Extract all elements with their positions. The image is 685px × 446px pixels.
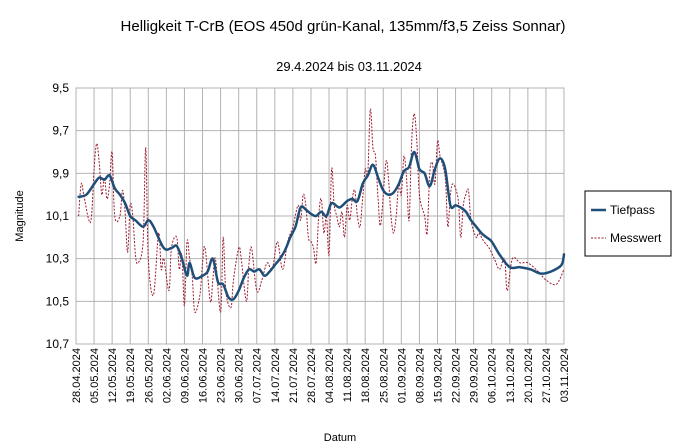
chart-subtitle: 29.4.2024 bis 03.11.2024: [276, 59, 422, 74]
y-tick-label: 10,7: [46, 337, 70, 351]
y-axis-title: Magnitude: [14, 190, 26, 241]
x-tick-label: 18.08.2024: [360, 348, 372, 403]
x-tick-label: 06.10.2024: [487, 348, 499, 403]
x-tick-label: 14.07.2024: [270, 348, 282, 403]
x-tick-label: 28.04.2024: [71, 348, 83, 403]
x-tick-label: 25.08.2024: [378, 348, 390, 403]
x-tick-label: 21.07.2024: [288, 348, 300, 403]
x-tick-label: 13.10.2024: [505, 348, 517, 403]
x-tick-label: 12.05.2024: [107, 348, 119, 403]
x-tick-label: 26.05.2024: [143, 348, 155, 403]
x-tick-label: 11.08.2024: [342, 348, 354, 402]
x-tick-label: 29.09.2024: [469, 348, 481, 403]
x-tick-label: 15.09.2024: [432, 348, 444, 403]
vertical-gridlines: [75, 88, 565, 344]
x-tick-label: 07.07.2024: [252, 348, 264, 403]
horizontal-gridlines: [76, 87, 564, 345]
x-axis-tick-labels: 28.04.2024 05.05.2024 12.05.2024 19.05.2024…: [71, 348, 571, 403]
y-axis-tick-labels: 9,5 9,7 9,9 10,1 10,3 10,5 10,7: [46, 81, 70, 351]
x-tick-label: 09.06.2024: [179, 348, 191, 403]
x-tick-label: 23.06.2024: [216, 348, 228, 403]
y-tick-label: 10,5: [46, 294, 70, 308]
x-tick-label: 27.10.2024: [541, 348, 553, 403]
y-tick-label: 10,1: [46, 209, 70, 223]
legend-box: [584, 190, 672, 257]
legend-label-messwert: Messwert: [610, 231, 662, 245]
legend-label-tiefpass: Tiefpass: [610, 203, 655, 217]
y-tick-label: 9,5: [52, 81, 69, 95]
series-layer: [77, 108, 566, 314]
x-tick-label: 03.11.2024: [559, 348, 571, 402]
x-tick-label: 22.09.2024: [451, 348, 463, 403]
chart-title: Helligkeit T-CrB (EOS 450d grün-Kanal, 1…: [121, 18, 566, 35]
series-line-tiefpass: [77, 150, 566, 301]
x-tick-label: 01.09.2024: [396, 348, 408, 403]
x-tick-label: 30.06.2024: [234, 348, 246, 403]
x-tick-label: 04.08.2024: [324, 348, 336, 403]
x-tick-label: 28.07.2024: [306, 348, 318, 403]
x-tick-label: 08.09.2024: [414, 348, 426, 403]
x-tick-label: 05.05.2024: [89, 348, 101, 403]
x-tick-label: 19.05.2024: [125, 348, 137, 403]
x-axis-title: Datum: [324, 432, 356, 444]
y-tick-label: 9,9: [52, 166, 69, 180]
x-tick-label: 02.06.2024: [161, 348, 173, 403]
x-tick-label: 16.06.2024: [198, 348, 210, 403]
y-tick-label: 9,7: [52, 124, 69, 138]
y-tick-label: 10,3: [46, 252, 70, 266]
legend: Tiefpass Messwert: [584, 190, 672, 257]
x-tick-label: 20.10.2024: [523, 348, 535, 403]
